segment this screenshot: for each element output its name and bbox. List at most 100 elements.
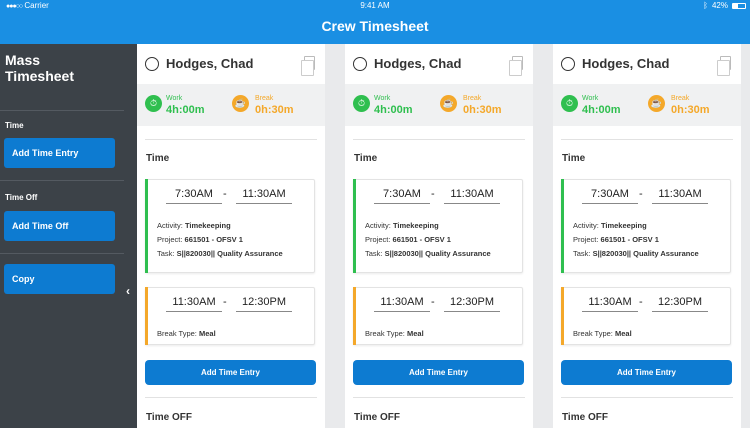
employee-header: Hodges, Chad: [553, 44, 741, 84]
break-type-line: Break Type: Meal: [573, 329, 632, 338]
project-label: Project:: [573, 235, 599, 244]
break-end-time[interactable]: 12:30PM: [444, 296, 500, 312]
break-type-line: Break Type: Meal: [365, 329, 424, 338]
break-type-label: Break Type:: [157, 329, 197, 338]
time-off-section-title: Time OFF: [146, 412, 192, 423]
document-copy-icon[interactable]: [301, 56, 315, 76]
activity-label: Activity:: [365, 221, 391, 230]
work-value: 4h:00m: [582, 104, 621, 116]
sidebar-title-line1: Mass: [5, 52, 41, 68]
task-value: S||820030|| Quality Assurance: [176, 249, 283, 258]
time-entry-card[interactable]: 7:30AM - 11:30AM Activity: Timekeeping P…: [561, 179, 731, 273]
time-entry-card[interactable]: 7:30AM - 11:30AM Activity: Timekeeping P…: [145, 179, 315, 273]
break-entry-card[interactable]: 11:30AM - 12:30PM Break Type: Meal: [561, 287, 731, 345]
sidebar-time-off-label: Time Off: [5, 193, 38, 202]
activity-value: Timekeeping: [184, 221, 231, 230]
add-time-entry-button[interactable]: Add Time Entry: [145, 360, 316, 385]
entry-end-time[interactable]: 11:30AM: [236, 188, 292, 204]
time-entry-card[interactable]: 7:30AM - 11:30AM Activity: Timekeeping P…: [353, 179, 523, 273]
break-start-time[interactable]: 11:30AM: [374, 296, 430, 312]
document-copy-icon[interactable]: [509, 56, 523, 76]
break-end-time[interactable]: 12:30PM: [652, 296, 708, 312]
task-line: Task: S||820030|| Quality Assurance: [157, 249, 283, 258]
select-employee-radio[interactable]: [561, 57, 575, 71]
time-range-dash: -: [431, 296, 435, 308]
activity-line: Activity: Timekeeping: [573, 221, 647, 230]
status-carrier: ●●●○○ Carrier: [6, 1, 49, 10]
section-divider: [561, 139, 733, 140]
employee-name: Hodges, Chad: [166, 56, 254, 71]
activity-value: Timekeeping: [392, 221, 439, 230]
select-employee-radio[interactable]: [353, 57, 367, 71]
break-value: 0h:30m: [463, 104, 502, 116]
bluetooth-icon: ᛒ: [703, 1, 708, 10]
stopwatch-icon: ⏱: [353, 95, 370, 112]
carrier-label: Carrier: [24, 1, 49, 10]
work-value: 4h:00m: [374, 104, 413, 116]
add-time-entry-button[interactable]: Add Time Entry: [353, 360, 524, 385]
status-right: ᛒ 42%: [703, 1, 746, 10]
task-line: Task: S||820030|| Quality Assurance: [573, 249, 699, 258]
break-start-time[interactable]: 11:30AM: [166, 296, 222, 312]
time-section-title: Time: [562, 153, 586, 164]
sidebar-divider: [0, 180, 124, 181]
task-label: Task:: [573, 249, 591, 258]
work-label: Work: [374, 95, 391, 102]
break-end-time[interactable]: 12:30PM: [236, 296, 292, 312]
task-value: S||820030|| Quality Assurance: [592, 249, 699, 258]
mass-timesheet-sidebar: Mass Timesheet Time Add Time Entry Time …: [0, 44, 124, 428]
sidebar-title-line2: Timesheet: [5, 68, 74, 84]
sidebar-add-time-off-button[interactable]: Add Time Off: [4, 211, 115, 241]
activity-label: Activity:: [573, 221, 599, 230]
sidebar-title: Mass Timesheet: [5, 52, 74, 84]
chevron-left-icon[interactable]: ‹: [126, 284, 130, 298]
time-range-dash: -: [431, 188, 435, 200]
project-label: Project:: [157, 235, 183, 244]
break-type-line: Break Type: Meal: [157, 329, 216, 338]
break-entry-card[interactable]: 11:30AM - 12:30PM Break Type: Meal: [353, 287, 523, 345]
sidebar-copy-button[interactable]: Copy: [4, 264, 115, 294]
task-label: Task:: [365, 249, 383, 258]
break-label: Break: [463, 95, 482, 102]
coffee-cup-icon: ☕: [648, 95, 665, 112]
break-entry-card[interactable]: 11:30AM - 12:30PM Break Type: Meal: [145, 287, 315, 345]
employee-column: Hodges, Chad ⏱ Work 4h:00m ☕ Break 0h:30…: [345, 44, 533, 428]
add-time-entry-button[interactable]: Add Time Entry: [561, 360, 732, 385]
break-start-time[interactable]: 11:30AM: [582, 296, 638, 312]
select-employee-radio[interactable]: [145, 57, 159, 71]
sidebar-add-time-entry-button[interactable]: Add Time Entry: [4, 138, 115, 168]
sidebar-divider: [0, 110, 124, 111]
break-type-label: Break Type:: [365, 329, 405, 338]
project-line: Project: 661501 - OFSV 1: [157, 235, 243, 244]
entry-status-bar: [561, 179, 564, 273]
time-off-section-title: Time OFF: [562, 412, 608, 423]
entry-status-bar: [561, 287, 564, 345]
break-value: 0h:30m: [671, 104, 710, 116]
task-value: S||820030|| Quality Assurance: [384, 249, 491, 258]
employee-header: Hodges, Chad: [345, 44, 533, 84]
activity-value: Timekeeping: [600, 221, 647, 230]
entry-status-bar: [145, 179, 148, 273]
work-label: Work: [166, 95, 183, 102]
break-label: Break: [255, 95, 274, 102]
time-section-title: Time: [146, 153, 170, 164]
document-copy-icon[interactable]: [717, 56, 731, 76]
break-type-value: Meal: [406, 329, 424, 338]
break-type-label: Break Type:: [573, 329, 613, 338]
employee-name: Hodges, Chad: [374, 56, 462, 71]
project-line: Project: 661501 - OFSV 1: [573, 235, 659, 244]
entry-start-time[interactable]: 7:30AM: [374, 188, 430, 204]
project-label: Project:: [365, 235, 391, 244]
activity-line: Activity: Timekeeping: [365, 221, 439, 230]
stopwatch-icon: ⏱: [145, 95, 162, 112]
activity-line: Activity: Timekeeping: [157, 221, 231, 230]
entry-start-time[interactable]: 7:30AM: [166, 188, 222, 204]
entry-end-time[interactable]: 11:30AM: [444, 188, 500, 204]
sidebar-time-label: Time: [5, 121, 24, 130]
entry-end-time[interactable]: 11:30AM: [652, 188, 708, 204]
sidebar-collapse-strip[interactable]: [124, 44, 138, 428]
entry-start-time[interactable]: 7:30AM: [582, 188, 638, 204]
signal-icon: ●●●○○: [6, 3, 23, 10]
break-value: 0h:30m: [255, 104, 294, 116]
page-title: Crew Timesheet: [321, 18, 429, 34]
